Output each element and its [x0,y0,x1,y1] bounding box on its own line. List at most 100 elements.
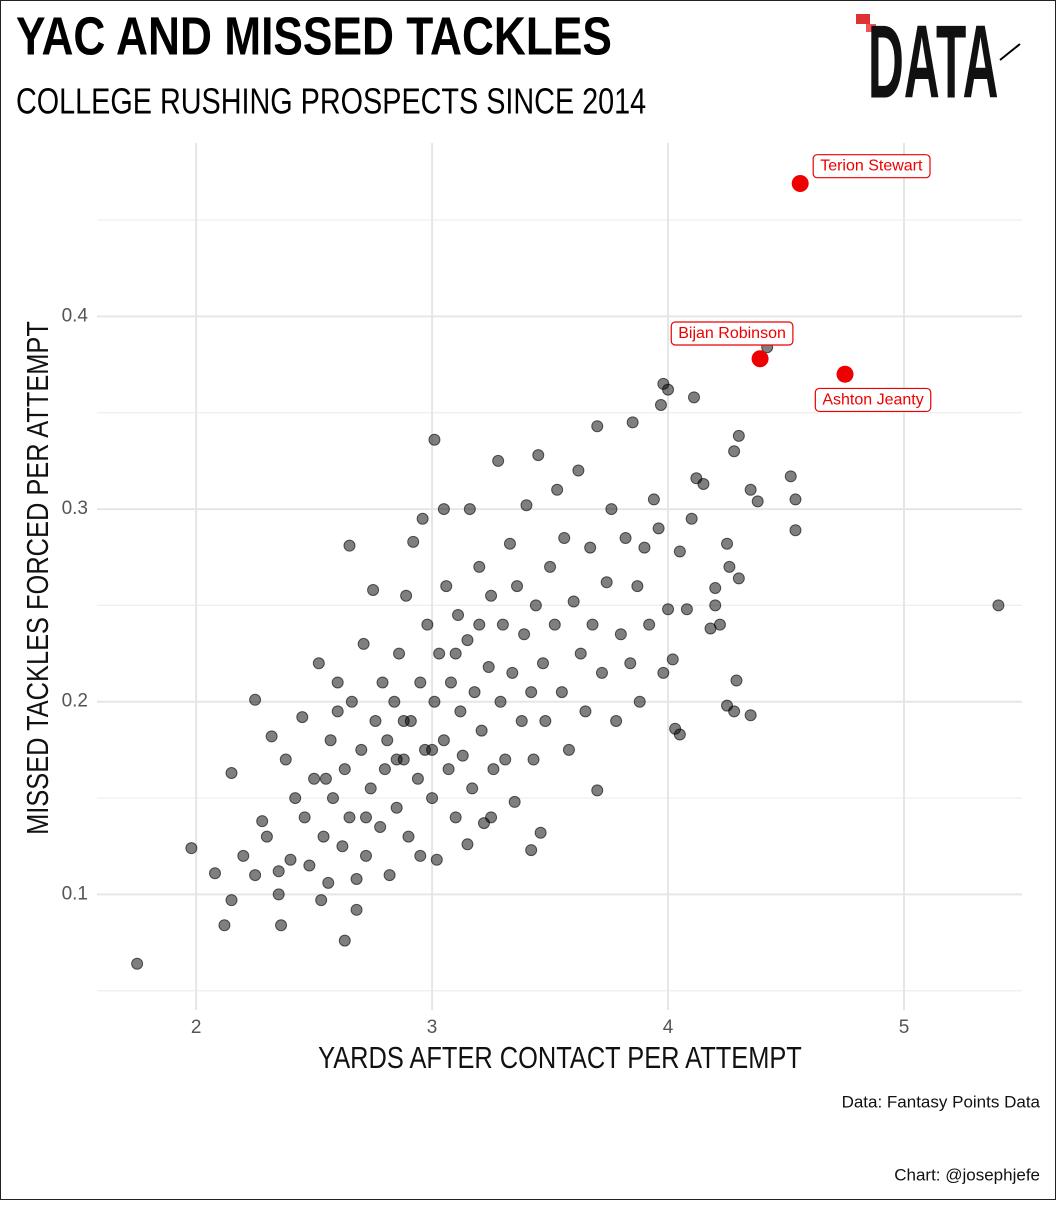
point [218,919,231,932]
point [638,541,651,554]
point [355,743,368,756]
point [256,815,269,828]
point [317,830,330,843]
point [709,582,722,595]
point [131,957,144,970]
point [249,869,262,882]
point [525,844,538,857]
chart-title: YAC AND MISSED TACKLES [16,6,612,66]
point [237,849,250,862]
point [591,784,604,797]
point [647,493,660,506]
point [688,391,701,404]
point [527,753,540,766]
point [411,772,424,785]
y-tick-label: 0.4 [62,305,89,326]
point [751,495,764,508]
point [426,792,439,805]
point [390,801,403,814]
point [185,842,198,855]
point [393,647,406,660]
point [591,420,604,433]
point [260,830,273,843]
point [744,709,757,722]
label-box [814,387,932,413]
point [728,445,741,458]
point [492,454,505,467]
point [208,867,221,880]
point [551,483,564,496]
point [357,637,370,650]
point [360,849,373,862]
subtitle-group: COLLEGE RUSHING PROSPECTS SINCE 2014 [16,80,646,121]
point [279,753,292,766]
point [503,537,516,550]
point [388,695,401,708]
point [532,449,545,462]
point [249,693,262,706]
point [730,674,743,687]
point [360,811,373,824]
point [272,888,285,901]
point [319,772,332,785]
highlight-point [791,174,809,192]
axes: 0.1 0.2 0.3 0.4 2 3 4 5 [62,305,910,1038]
point [669,722,682,735]
point [378,763,391,776]
point [539,715,552,727]
logo-pixel [856,14,870,24]
logo-pixel [866,24,876,32]
highlight-point [751,350,769,368]
point [548,618,561,631]
point [225,767,238,780]
point [440,580,453,593]
point [992,599,1005,612]
point [461,634,474,647]
point [518,628,531,641]
point [511,580,524,593]
point [343,811,356,824]
point [643,618,656,631]
point [662,383,675,396]
point [558,531,571,544]
point [624,657,637,670]
point [525,686,538,699]
point [225,894,238,907]
point [442,763,455,776]
point [496,618,509,631]
x-label-group: YARDS AFTER CONTACT PER ATTEMPT [318,1041,802,1076]
point [461,838,474,851]
point [614,628,627,641]
point [452,609,465,622]
point [529,599,542,612]
point [275,919,288,932]
point [421,618,434,631]
y-tick-label: 0.2 [62,691,88,712]
point [414,676,427,689]
point [308,772,321,785]
point [595,666,608,679]
point [463,503,476,516]
point [654,399,667,412]
point [343,539,356,552]
point [416,512,429,525]
y-tick-label: 0.3 [62,498,88,519]
x-axis-label: YARDS AFTER CONTACT PER ATTEMPT [318,1041,802,1076]
point [652,522,665,535]
point [709,599,722,612]
point [350,872,363,885]
source-note: Data: Fantasy Points Data [842,1092,1041,1111]
point [376,676,389,689]
point [626,416,639,429]
point [713,618,726,631]
x-tick-label: 2 [191,1017,202,1038]
point [728,705,741,718]
point [744,483,757,496]
point [437,503,450,516]
grid [97,143,1022,1010]
point [407,535,420,548]
point [567,595,580,608]
point [499,753,512,766]
point [449,647,462,660]
